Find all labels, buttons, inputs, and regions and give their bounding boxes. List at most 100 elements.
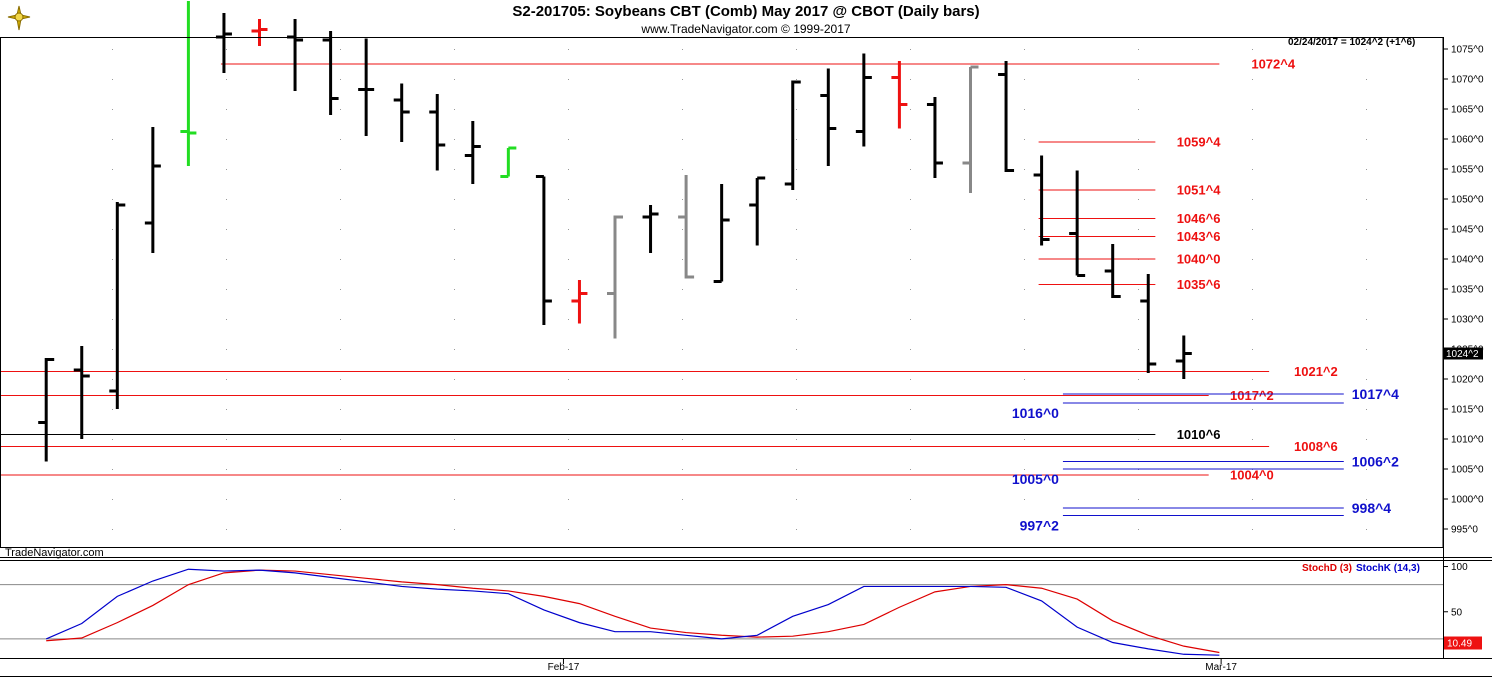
grid-dot [454, 289, 455, 290]
grid-dot [682, 379, 683, 380]
grid-dot [1252, 139, 1253, 140]
grid-dot [1024, 289, 1025, 290]
grid-dot [910, 289, 911, 290]
grid-dot [1252, 109, 1253, 110]
grid-dot [1366, 349, 1367, 350]
legend-stochk: StochK (14,3) [1356, 563, 1420, 574]
grid-dot [454, 169, 455, 170]
grid-dot [1138, 409, 1139, 410]
grid-dot [1366, 79, 1367, 80]
grid-dot [1024, 199, 1025, 200]
last-price-label: 1024^2 [1446, 349, 1479, 360]
grid-dot [340, 289, 341, 290]
grid-dot [568, 319, 569, 320]
grid-dot [1366, 109, 1367, 110]
grid-dot [112, 79, 113, 80]
stoch-y-tick-label: 100 [1451, 562, 1468, 573]
y-tick-label: 1065^0 [1451, 105, 1484, 116]
grid-dot [1366, 169, 1367, 170]
level-label: 1043^6 [1177, 229, 1221, 244]
grid-dot [340, 409, 341, 410]
grid-dot [340, 379, 341, 380]
grid-dot [1024, 529, 1025, 530]
grid-dot [454, 529, 455, 530]
grid-dot [568, 349, 569, 350]
grid-dot [568, 529, 569, 530]
stoch-last-value-label: 10.49 [1447, 639, 1472, 650]
grid-dot [340, 319, 341, 320]
grid-dot [112, 169, 113, 170]
grid-dot [910, 379, 911, 380]
grid-dot [1024, 109, 1025, 110]
chart-title: S2-201705: Soybeans CBT (Comb) May 2017 … [512, 3, 980, 20]
grid-dot [1138, 529, 1139, 530]
trade-navigator-logo [7, 5, 31, 31]
grid-dot [454, 409, 455, 410]
grid-dot [340, 259, 341, 260]
level-lines: 1072^4 1059^4 1051^4 1046^6 1043^6 1040^0 1035… [0, 57, 1338, 483]
grid-dot [796, 79, 797, 80]
grid-dot [1252, 499, 1253, 500]
grid-dot [910, 529, 911, 530]
grid-dot [568, 79, 569, 80]
grid-dot [682, 229, 683, 230]
grid-dot [1252, 439, 1253, 440]
grid-dot [1252, 199, 1253, 200]
grid-dot [796, 529, 797, 530]
grid-dot [796, 199, 797, 200]
grid-dot [568, 169, 569, 170]
y-tick-label: 1005^0 [1451, 465, 1484, 476]
grid-dot [796, 259, 797, 260]
grid-dot [1138, 319, 1139, 320]
grid-dot [1138, 229, 1139, 230]
level-label: 1040^0 [1177, 252, 1221, 267]
projection-label: 1017^4 [1352, 386, 1399, 402]
grid-dot [796, 439, 797, 440]
projection-label: 1005^0 [1012, 471, 1059, 487]
grid-dot [1366, 409, 1367, 410]
grid-dot [682, 529, 683, 530]
grid-dot [682, 439, 683, 440]
grid-dot [796, 319, 797, 320]
grid-dot [340, 199, 341, 200]
stoch-series-line [46, 569, 1220, 654]
grid-dot [112, 49, 113, 50]
grid-dot [1024, 349, 1025, 350]
grid-dot [1024, 499, 1025, 500]
x-tick-label: Mar-17 [1205, 662, 1237, 673]
grid-dot [454, 499, 455, 500]
grid-dot [112, 319, 113, 320]
grid-dot [1366, 259, 1367, 260]
grid-dot [910, 49, 911, 50]
grid-dot [682, 49, 683, 50]
grid-dot [1138, 289, 1139, 290]
grid-dot [1252, 169, 1253, 170]
grid-dot [796, 229, 797, 230]
grid-dot [1366, 469, 1367, 470]
grid-dot [226, 319, 227, 320]
grid-dot [1024, 259, 1025, 260]
grid-dot [454, 229, 455, 230]
grid-dot [910, 259, 911, 260]
grid-dot [568, 229, 569, 230]
x-tick-label: Feb-17 [548, 662, 580, 673]
grid-dot [682, 409, 683, 410]
level-label: 1010^6 [1177, 427, 1221, 442]
grid-dot [226, 109, 227, 110]
grid-dot [454, 439, 455, 440]
grid-dot [910, 409, 911, 410]
grid-dot [910, 439, 911, 440]
grid-dot [568, 439, 569, 440]
watermark: TradeNavigator.com [5, 547, 104, 559]
level-label: 1046^6 [1177, 211, 1221, 226]
grid-dot [340, 169, 341, 170]
grid-dot [682, 139, 683, 140]
grid-dot [1252, 259, 1253, 260]
grid-dot [1366, 229, 1367, 230]
legend-stochd: StochD (3) [1302, 563, 1352, 574]
grid-dot [1138, 139, 1139, 140]
grid-dot [796, 169, 797, 170]
grid-dot [340, 469, 341, 470]
grid-dot [568, 379, 569, 380]
